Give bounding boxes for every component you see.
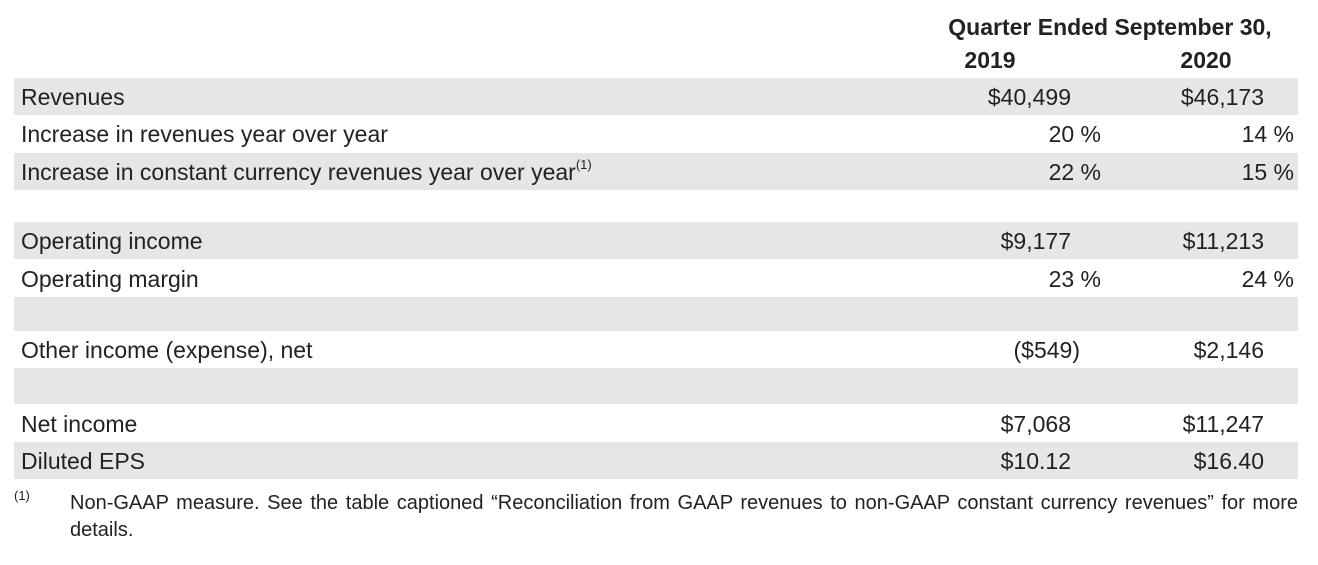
table-row-operating-margin: Operating margin 23 % 24 %: [14, 260, 1298, 297]
value-2019: $40,499: [987, 84, 1071, 110]
value-2020: $46,173: [1180, 84, 1264, 110]
column-header-2020: 2020: [1180, 47, 1232, 73]
footnote-marker: (1): [14, 488, 30, 503]
footnote-reference: (1): [575, 157, 592, 172]
row-label: Operating margin: [21, 266, 199, 292]
value-2020: $16.40: [1193, 448, 1264, 474]
value-2019: $10.12: [1000, 448, 1071, 474]
spacer-row: [14, 368, 1298, 404]
table-row-diluted-eps: Diluted EPS $10.12 $16.40: [14, 442, 1298, 479]
value-2020: $11,247: [1182, 411, 1264, 437]
value-2019: $9,177: [1000, 228, 1071, 254]
column-group-header: Quarter Ended September 30,: [948, 14, 1272, 40]
value-2019: 23 %: [1048, 266, 1101, 292]
row-label: Operating income: [21, 228, 203, 254]
row-label-text: Increase in constant currency revenues y…: [21, 159, 576, 185]
value-2019: $7,068: [1000, 411, 1071, 437]
row-label: Other income (expense), net: [21, 337, 313, 363]
table-row-operating-income: Operating income $9,177 $11,213: [14, 222, 1298, 259]
value-2020: 14 %: [1241, 121, 1294, 147]
column-header-2019: 2019: [964, 47, 1016, 73]
value-2020: 24 %: [1241, 266, 1294, 292]
row-label: Increase in revenues year over year: [21, 121, 388, 147]
table-row-constant-currency-growth: Increase in constant currency revenues y…: [14, 153, 1298, 190]
row-label: Revenues: [21, 84, 125, 110]
table-row-other-income: Other income (expense), net ($549) $2,14…: [14, 331, 1298, 368]
value-2019: 20 %: [1048, 121, 1101, 147]
row-label: Increase in constant currency revenues y…: [21, 157, 592, 186]
value-2019: ($549): [1013, 337, 1080, 363]
row-label: Diluted EPS: [21, 448, 146, 474]
value-2020: $2,146: [1193, 337, 1264, 363]
table-row-net-income: Net income $7,068 $11,247: [14, 405, 1298, 442]
row-label: Net income: [21, 411, 138, 437]
table-row-revenues: Revenues $40,499 $46,173: [14, 78, 1298, 115]
value-2020: 15 %: [1241, 159, 1294, 185]
table-row-revenue-growth: Increase in revenues year over year 20 %…: [14, 115, 1298, 152]
footnote-text: Non-GAAP measure. See the table captione…: [70, 492, 1298, 541]
spacer-row: [14, 297, 1298, 331]
value-2019: 22 %: [1048, 159, 1101, 185]
value-2020: $11,213: [1182, 228, 1264, 254]
